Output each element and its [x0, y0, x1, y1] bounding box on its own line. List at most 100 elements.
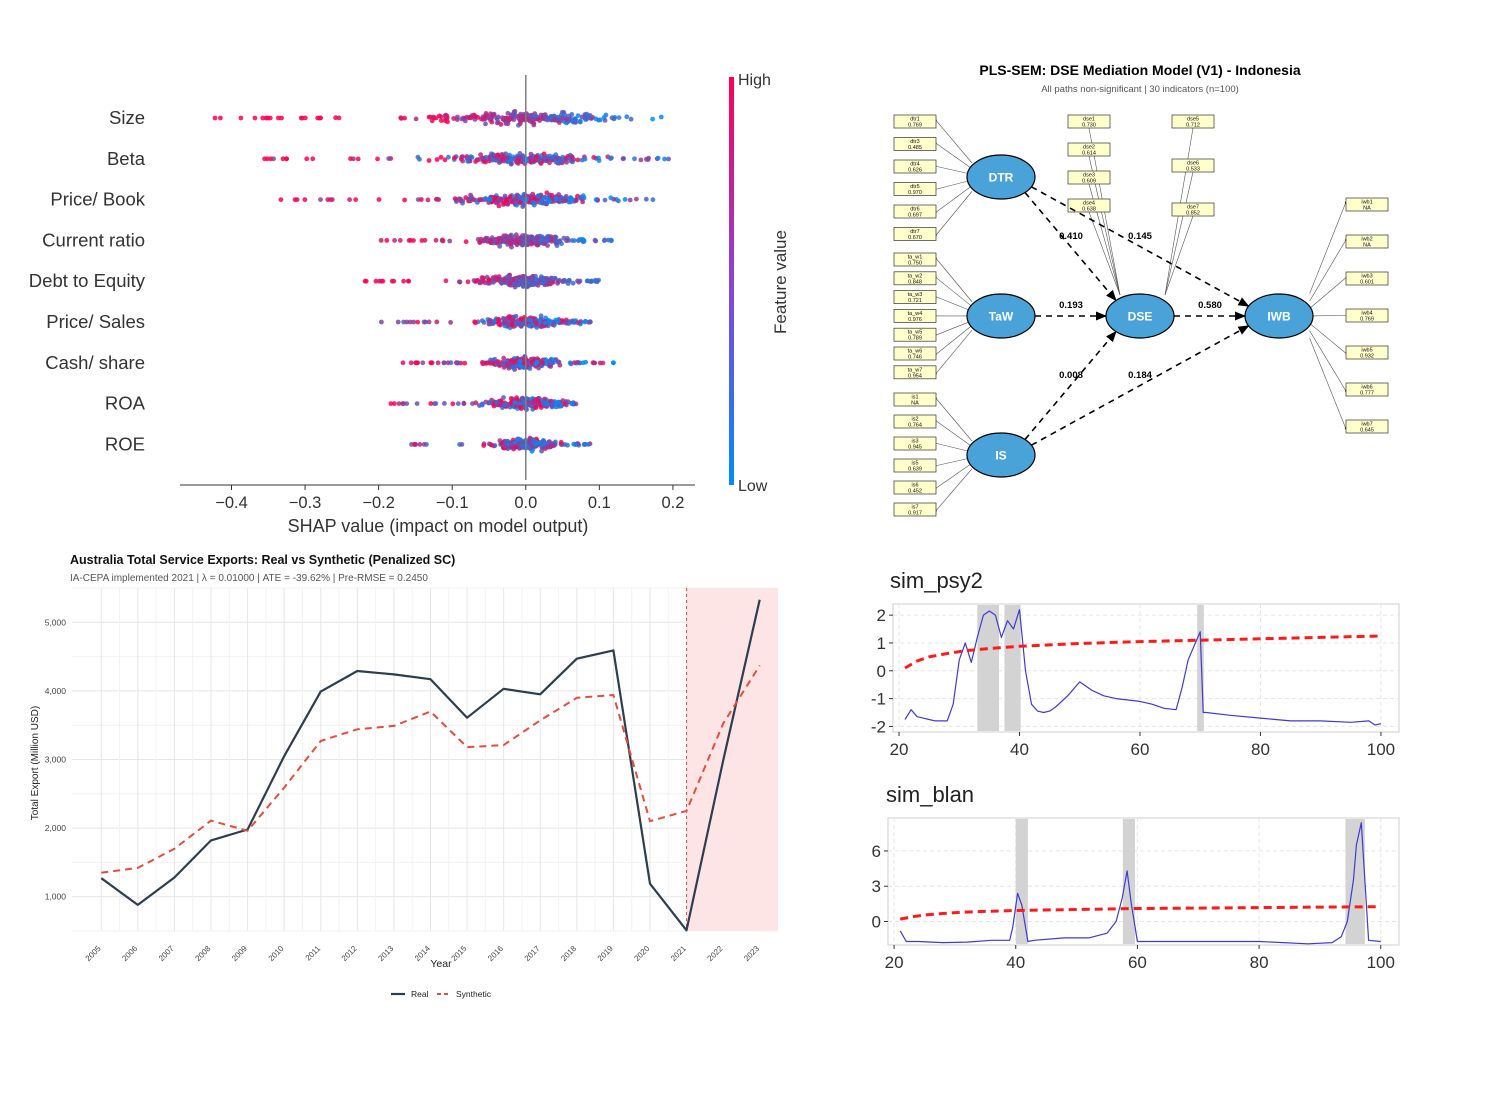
shap-point: [638, 157, 644, 163]
shap-point: [521, 196, 526, 202]
shap-point: [517, 359, 523, 364]
shap-point: [558, 196, 564, 202]
shap-point: [628, 116, 634, 122]
loading-edge: [934, 462, 973, 491]
shap-point: [507, 276, 513, 282]
indicator-loading: 0.626: [908, 168, 922, 174]
shap-point: [434, 157, 440, 162]
indicator-ta_w3: ta_w30.721: [893, 290, 937, 304]
shap-point: [553, 159, 559, 165]
indicator-name: dtr1: [910, 117, 919, 123]
indicator-ta_w7: ta_w70.954: [893, 365, 937, 379]
x-tick-label: 2011: [304, 944, 323, 963]
shap-point: [512, 109, 518, 114]
shap-point: [552, 117, 558, 122]
shap-point: [513, 196, 518, 202]
indicator-name: dtr7: [910, 229, 919, 235]
indicator-box: [1345, 345, 1389, 360]
shap-point: [491, 112, 497, 118]
shap-point: [587, 319, 593, 325]
shap-point: [466, 196, 471, 202]
shap-point: [582, 319, 588, 325]
shap-point: [434, 196, 439, 202]
y-axis-label: Total Export (Million USD): [30, 706, 41, 820]
shap-point: [548, 364, 554, 369]
shap-point: [577, 118, 583, 124]
shap-point: [564, 117, 569, 122]
shap-point: [473, 279, 478, 284]
indicator-loading: 0.645: [1360, 428, 1374, 434]
y-tick-label: 0: [872, 912, 881, 931]
shap-point: [632, 156, 637, 162]
shap-point: [520, 284, 526, 289]
shap-point: [413, 116, 419, 122]
shap-point: [479, 116, 484, 122]
indicator-box: [1067, 198, 1111, 213]
shap-point: [622, 197, 628, 202]
x-tick-label: 100: [1367, 953, 1395, 972]
shap-point: [496, 321, 502, 327]
shap-point: [534, 396, 540, 402]
shap-point: [483, 121, 488, 127]
shap-point: [524, 158, 530, 164]
shap-point: [376, 197, 382, 202]
shap-point: [569, 400, 575, 406]
diagram-subtitle: All paths non-significant | 30 indicator…: [1041, 84, 1239, 95]
shap-point: [505, 110, 511, 116]
indicator-box: [1171, 202, 1215, 217]
shap-point: [395, 319, 401, 325]
loading-edge: [934, 118, 973, 164]
indicator-name: is2: [911, 417, 918, 423]
shap-point: [530, 275, 536, 281]
shap-point: [562, 112, 568, 118]
x-tick-label: 2022: [706, 944, 725, 963]
shap-point: [587, 113, 593, 118]
shap-point: [492, 237, 498, 243]
shap-point: [284, 156, 289, 162]
shap-point: [546, 318, 552, 324]
shap-point: [477, 240, 483, 246]
indicator-ta_w6: ta_w60.746: [893, 346, 937, 361]
shap-point: [457, 279, 463, 285]
shap-point: [611, 360, 616, 366]
indicator-box: [1345, 308, 1389, 323]
shap-point: [558, 439, 564, 445]
shap-point: [379, 319, 384, 325]
loading-edge: [934, 141, 973, 169]
indicator-name: is3: [911, 439, 918, 445]
shap-point: [426, 158, 432, 163]
shap-point: [575, 157, 581, 163]
indicator-box: [1171, 158, 1215, 173]
indicator-name: ta_w4: [908, 311, 923, 317]
shap-point: [462, 360, 468, 366]
shap-point: [325, 197, 331, 203]
shap-point: [278, 197, 284, 203]
shap-point: [408, 360, 414, 366]
y-tick-label: 3: [872, 877, 881, 896]
shap-point: [493, 154, 499, 160]
shap-point: [501, 316, 506, 321]
shap-point: [397, 238, 403, 243]
indicator-name: dse3: [1083, 173, 1095, 179]
shap-point: [553, 404, 559, 410]
shap-point: [517, 278, 523, 284]
shap-point: [526, 280, 531, 286]
indicator-name: dse2: [1083, 145, 1095, 151]
construct-label: TaW: [989, 310, 1014, 324]
shap-point: [591, 155, 597, 160]
indicator-name: iwb7: [1361, 422, 1372, 428]
shap-point: [298, 115, 304, 121]
shap-point: [396, 401, 402, 406]
shap-point: [549, 400, 555, 406]
shap-point: [434, 319, 440, 325]
shap-point: [386, 156, 392, 161]
shap-point: [534, 277, 540, 283]
indicator-loading: 0.697: [908, 213, 922, 219]
x-tick-label: 2013: [376, 944, 395, 963]
indicator-name: dtr3: [910, 139, 919, 145]
